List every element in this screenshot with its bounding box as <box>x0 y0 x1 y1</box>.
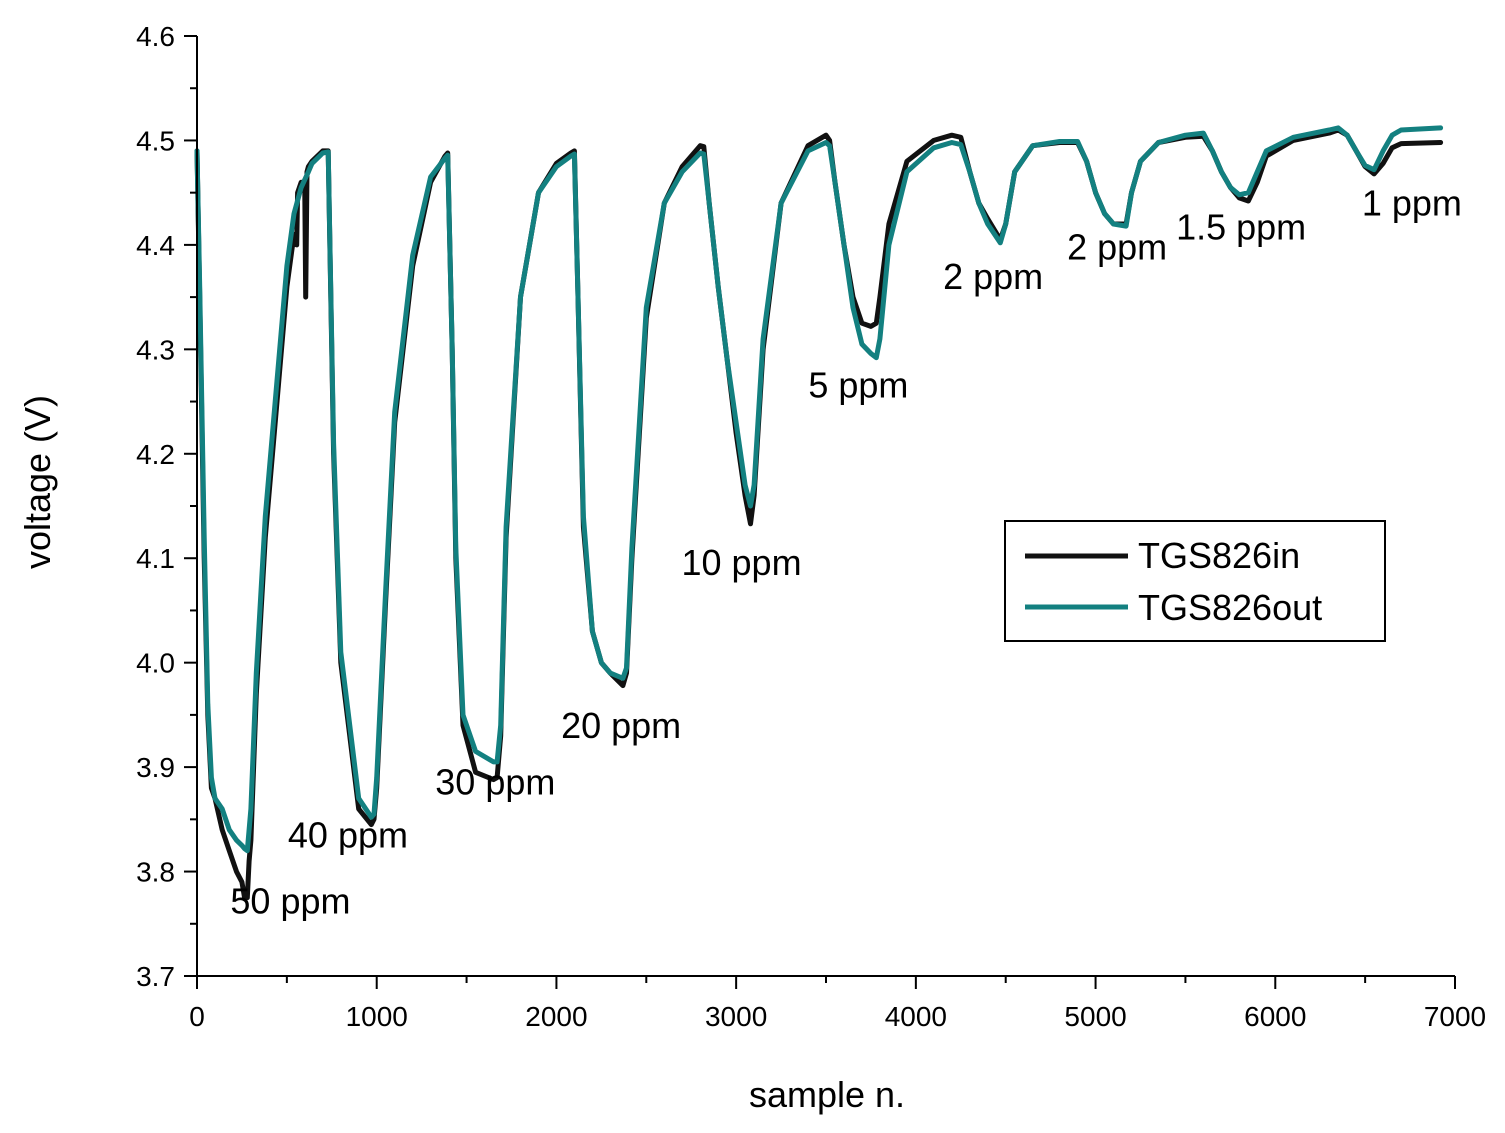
concentration-annotation: 50 ppm <box>230 880 350 921</box>
concentration-annotation: 2 ppm <box>943 256 1043 297</box>
series-layer <box>194 125 1444 901</box>
y-tick-label: 4.0 <box>136 648 175 679</box>
concentration-annotation: 1.5 ppm <box>1176 207 1306 248</box>
x-axis-title: sample n. <box>749 1074 905 1115</box>
concentration-annotation: 30 ppm <box>435 761 555 802</box>
concentration-annotation: 20 ppm <box>561 705 681 746</box>
y-tick-label: 4.2 <box>136 439 175 470</box>
x-tick-label: 4000 <box>885 1001 947 1032</box>
series-line-tgs826out <box>194 125 1444 854</box>
y-tick-label: 4.1 <box>136 543 175 574</box>
legend-box <box>1004 520 1386 642</box>
legend-label-tgs826in: TGS826in <box>1138 535 1300 576</box>
x-tick-label: 3000 <box>705 1001 767 1032</box>
legend-label-tgs826out: TGS826out <box>1138 587 1322 628</box>
legend: TGS826in TGS826out <box>1004 520 1386 642</box>
y-tick-label: 3.7 <box>136 961 175 992</box>
y-tick-label: 4.3 <box>136 334 175 365</box>
y-tick-label: 3.9 <box>136 752 175 783</box>
x-tick-label: 5000 <box>1064 1001 1126 1032</box>
concentration-annotation: 5 ppm <box>808 364 908 405</box>
x-tick-label: 0 <box>189 1001 205 1032</box>
axes-layer: 0 1000 2000 3000 4000 5000 6000 7000 3.7 3.8 3.9 4.… <box>136 21 1486 1032</box>
y-tick-label: 4.4 <box>136 230 175 261</box>
concentration-annotation: 2 ppm <box>1067 227 1167 268</box>
y-tick-label: 4.5 <box>136 125 175 156</box>
y-axis-title: voltage (V) <box>17 395 58 569</box>
y-tick-label: 3.8 <box>136 857 175 888</box>
x-tick-label: 1000 <box>346 1001 408 1032</box>
y-tick-label: 4.6 <box>136 21 175 52</box>
x-tick-label: 6000 <box>1244 1001 1306 1032</box>
x-tick-label: 2000 <box>525 1001 587 1032</box>
concentration-annotation: 10 ppm <box>681 542 801 583</box>
x-tick-label: 7000 <box>1424 1001 1486 1032</box>
concentration-annotation: 40 ppm <box>288 815 408 856</box>
concentration-annotation: 1 ppm <box>1362 183 1462 224</box>
